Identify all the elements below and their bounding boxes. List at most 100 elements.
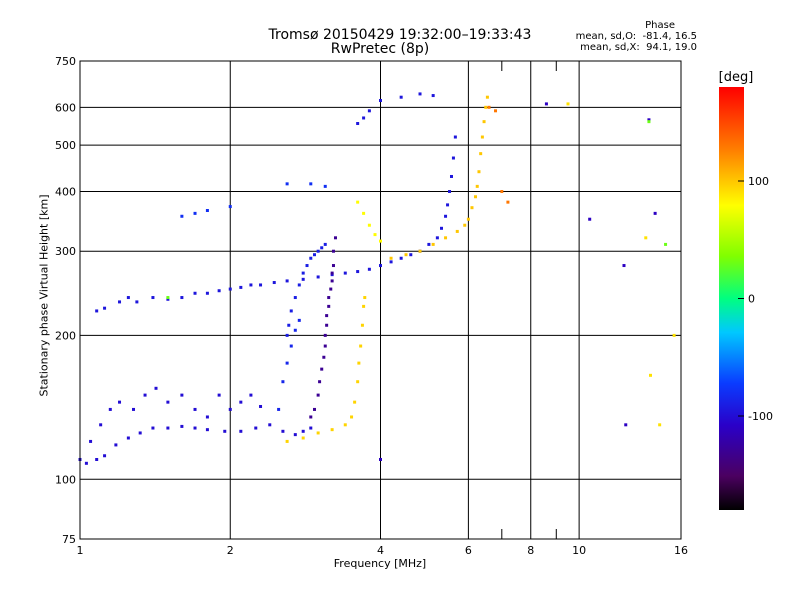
data-point [373, 233, 377, 237]
data-point [217, 289, 221, 293]
data-point [309, 182, 313, 186]
data-point [624, 423, 628, 427]
data-point [357, 361, 361, 365]
data-point [480, 135, 484, 139]
data-point [356, 380, 360, 384]
data-point [672, 333, 676, 337]
data-point [479, 152, 483, 156]
data-point [151, 426, 155, 430]
data-point [287, 323, 291, 327]
x-axis-label: Frequency [MHz] [333, 557, 427, 570]
phase-series-11 [487, 105, 510, 204]
data-point [285, 279, 289, 283]
y-axis-ticks: 75 100 200 300 400 500 600 750 [55, 55, 76, 546]
chart-subtitle: RwPretec (8p) [330, 41, 430, 57]
data-point [325, 323, 329, 327]
data-point [444, 214, 448, 218]
data-point [566, 102, 570, 106]
data-point [259, 404, 263, 408]
data-point [180, 296, 184, 300]
data-point [449, 174, 453, 178]
data-point [166, 296, 170, 300]
data-point [544, 102, 548, 106]
data-point [330, 279, 334, 283]
data-point [95, 457, 99, 461]
data-point [289, 344, 293, 348]
data-point [588, 217, 592, 221]
data-point [228, 205, 232, 209]
data-point [166, 297, 170, 301]
data-point [322, 355, 326, 359]
data-point [323, 344, 327, 348]
data-point [301, 271, 305, 275]
phase-series-9 [356, 200, 382, 243]
data-point [239, 400, 243, 404]
x-tick-label: 4 [377, 544, 384, 557]
data-point [180, 214, 184, 218]
data-point [205, 209, 209, 213]
data-point [301, 436, 305, 440]
data-point [277, 407, 281, 411]
data-point [399, 95, 403, 99]
y-tick-label: 400 [55, 185, 76, 198]
data-point [249, 393, 253, 397]
data-point [664, 242, 668, 246]
y-tick-label: 750 [55, 55, 76, 68]
y-tick-label: 300 [55, 245, 76, 258]
data-point [293, 328, 297, 332]
data-point [325, 314, 329, 318]
data-point [658, 423, 662, 427]
data-point [653, 211, 657, 215]
data-point [249, 283, 253, 287]
phase-series-2 [95, 135, 457, 313]
data-point [331, 249, 335, 253]
stats-o-mode: mean, sd,O: -81.4, 16.5 [575, 31, 697, 42]
data-point [453, 135, 457, 139]
data-point [84, 461, 88, 465]
data-point [649, 373, 653, 377]
data-point [293, 433, 297, 437]
data-point [297, 318, 301, 322]
data-point [289, 309, 293, 313]
data-point [379, 264, 382, 268]
data-point [389, 260, 393, 264]
data-point [126, 436, 130, 440]
data-point [316, 275, 320, 279]
data-point [205, 291, 209, 295]
data-point [451, 156, 455, 160]
data-point [318, 380, 322, 384]
data-point [239, 429, 243, 433]
data-point [367, 109, 371, 113]
colorbar-label: [deg] [718, 70, 754, 85]
phase-series-10 [356, 92, 435, 126]
data-point [99, 423, 103, 427]
data-point [350, 415, 354, 419]
data-point [228, 287, 232, 291]
colorbar-ticks: 100 0 -100 [738, 175, 773, 423]
phase-series-7 [285, 296, 367, 443]
data-point [166, 400, 170, 404]
data-point [126, 296, 130, 300]
data-point [379, 239, 382, 243]
data-point [356, 122, 360, 126]
y-tick-label: 600 [55, 101, 76, 114]
data-point [285, 361, 289, 365]
phase-series-1 [89, 386, 263, 443]
data-point [180, 424, 184, 428]
y-axis-label: Stationary phase Virtual Height [km] [37, 194, 51, 397]
data-point [118, 300, 122, 304]
data-point [343, 423, 347, 427]
data-point [379, 99, 382, 103]
data-point [205, 415, 209, 419]
data-point [320, 246, 324, 250]
data-point [312, 253, 316, 257]
data-point [323, 333, 327, 337]
phase-stats: Phase mean, sd,O: -81.4, 16.5 mean, sd,X… [576, 20, 697, 53]
data-point [312, 407, 316, 411]
data-point [440, 226, 444, 230]
data-point [487, 105, 491, 109]
data-point [448, 189, 452, 193]
colorbar-tick-label: 100 [748, 175, 769, 188]
x-axis-ticks: 1 2 4 6 8 10 16 [77, 61, 688, 557]
